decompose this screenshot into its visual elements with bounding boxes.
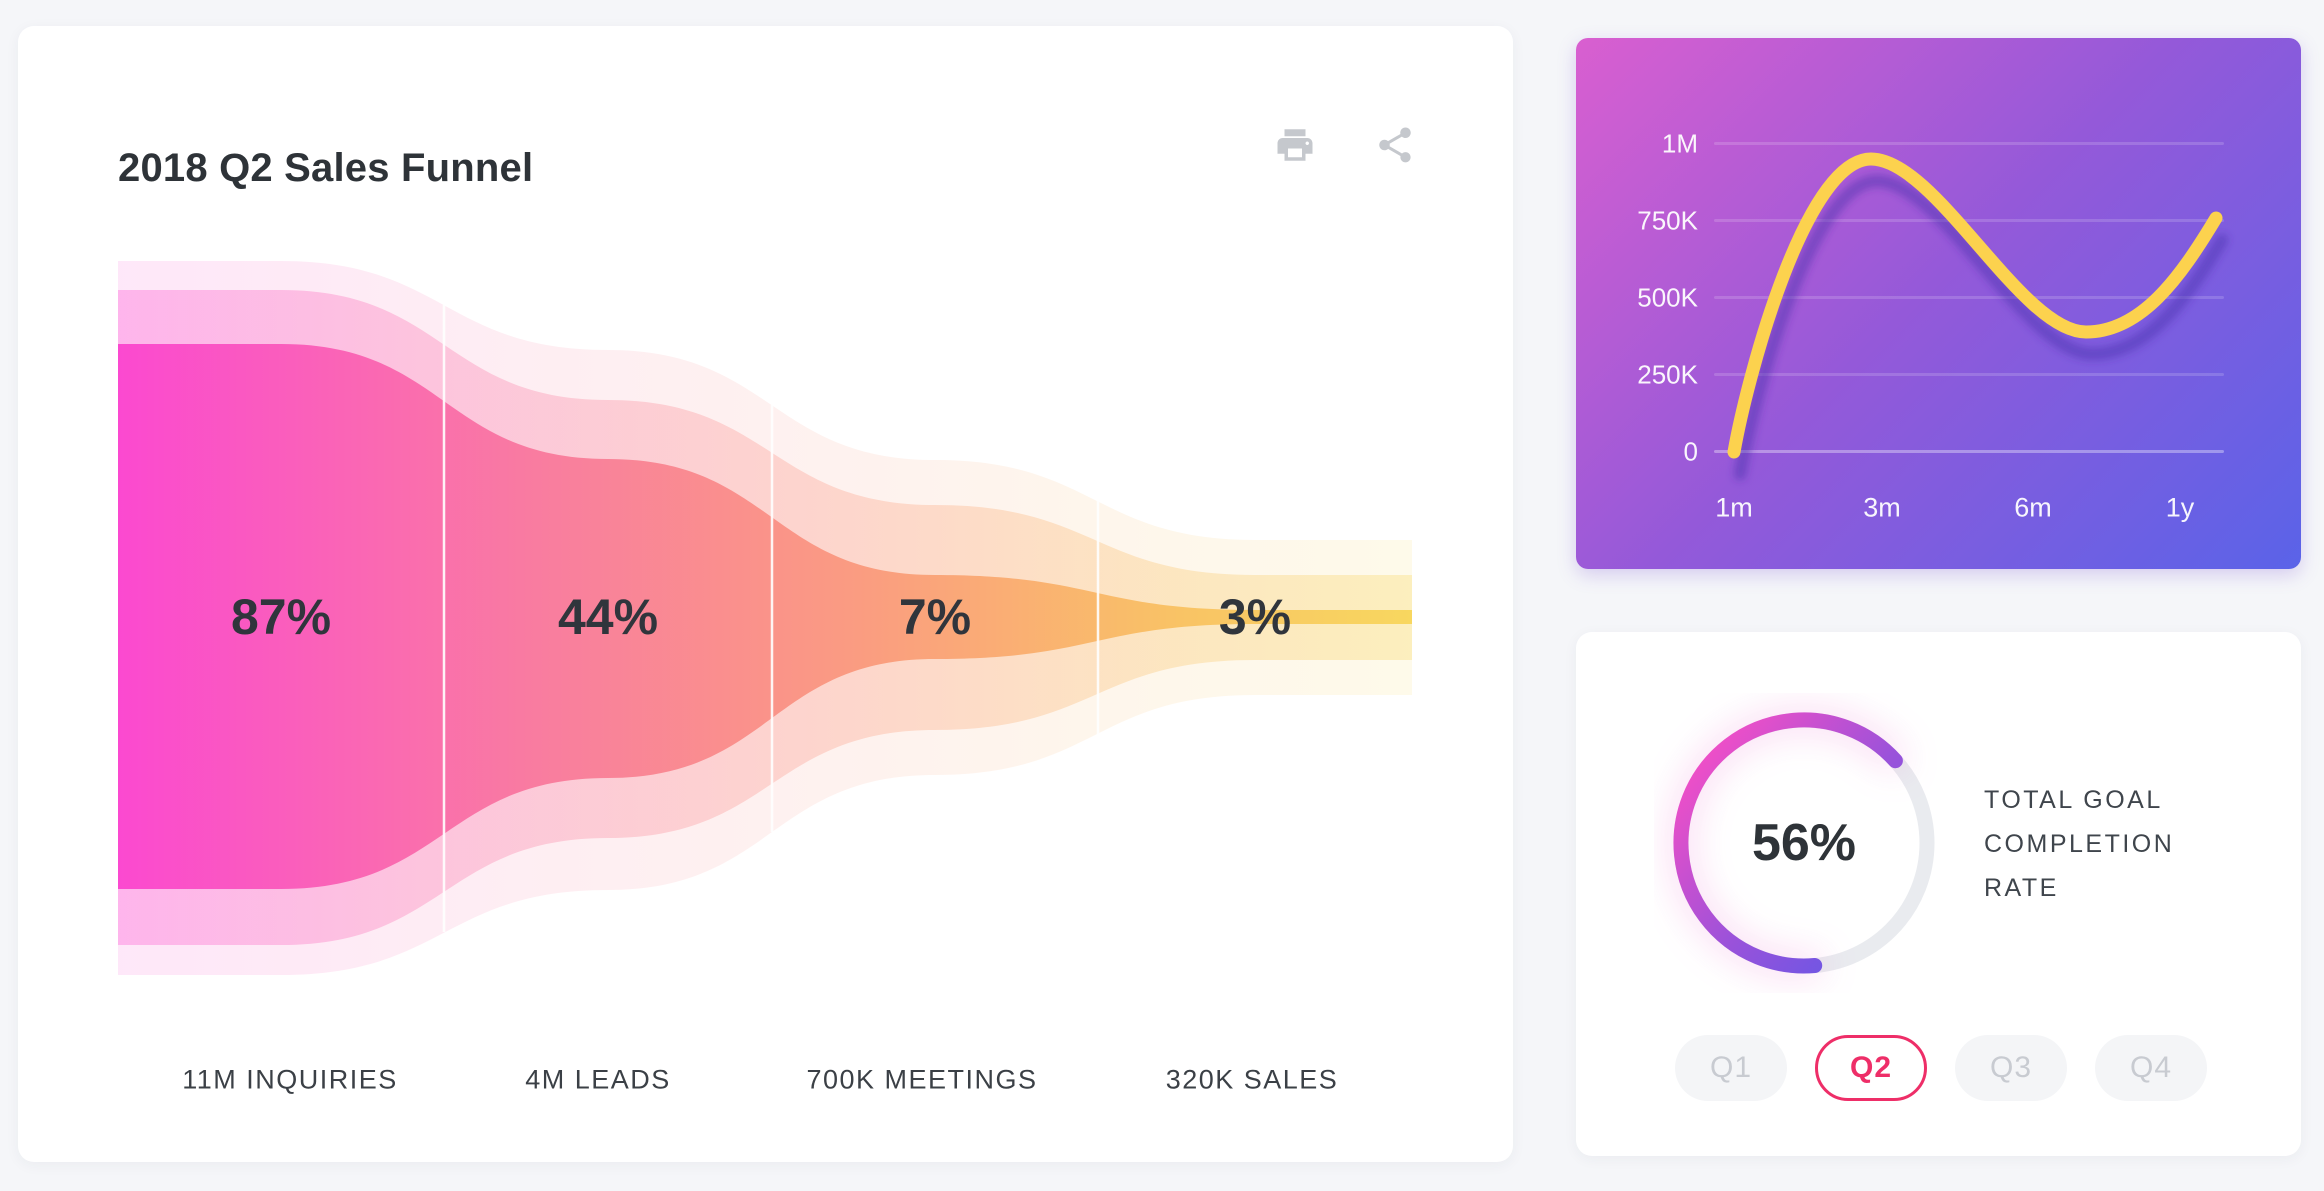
funnel-stage-percent: 3% [1218,589,1292,645]
y-axis-tick: 250K [1637,359,1698,390]
gridline [1714,373,2224,376]
goal-completion-card: 56% TOTAL GOAL COMPLETION RATE Q1 Q2 Q3 … [1576,632,2301,1156]
funnel-chart [118,261,1412,975]
funnel-stage-percent: 44% [557,589,659,645]
trend-chart-card: 1M 750K 500K 250K 0 1m 3m 6m 1y [1576,38,2301,569]
gridline [1714,296,2224,299]
quarter-pill-q3[interactable]: Q3 [1955,1035,2067,1101]
goal-label-line: RATE [1984,874,2059,902]
goal-percent-value: 56% [1751,814,1857,872]
goal-label-line: COMPLETION [1984,830,2175,858]
funnel-band-main [118,344,1412,889]
y-axis-tick: 750K [1637,205,1698,236]
funnel-stage-percent: 7% [898,589,972,645]
trend-line-chart [1727,152,2229,481]
quarter-pill-q2[interactable]: Q2 [1815,1035,1927,1101]
funnel-stage-label: 4M LEADS [525,1064,671,1095]
x-axis-tick: 6m [2014,492,2052,523]
x-axis-tick: 3m [1863,492,1901,523]
funnel-stage-label: 11M INQUIRIES [182,1064,398,1095]
print-button[interactable] [1274,124,1316,166]
y-axis-tick: 0 [1683,436,1698,467]
funnel-stage-label: 320K SALES [1165,1064,1339,1095]
gridline [1714,142,2224,145]
goal-label-line: TOTAL GOAL [1984,786,2163,814]
funnel-stage-percent: 87% [230,589,332,645]
sales-funnel-card: 2018 Q2 Sales Funnel [18,26,1513,1162]
goal-label: TOTAL GOAL COMPLETION RATE [1984,778,2174,910]
trend-line-shadow [1733,174,2229,481]
page-title: 2018 Q2 Sales Funnel [118,146,534,190]
progress-ring-value [1673,712,1903,974]
print-icon [1274,129,1316,170]
trend-line [1727,152,2223,459]
quarter-pill-q1[interactable]: Q1 [1675,1035,1787,1101]
y-axis-tick: 500K [1637,282,1698,313]
gridline [1714,219,2224,222]
progress-ring [1673,712,1935,974]
share-icon [1374,127,1416,170]
share-button[interactable] [1374,124,1416,166]
gridline-zero [1714,450,2224,453]
x-axis-tick: 1m [1715,492,1753,523]
quarter-pill-q4[interactable]: Q4 [2095,1035,2207,1101]
x-axis-tick: 1y [2165,492,2195,523]
y-axis-tick: 1M [1661,128,1698,159]
funnel-stage-label: 700K MEETINGS [806,1064,1038,1095]
